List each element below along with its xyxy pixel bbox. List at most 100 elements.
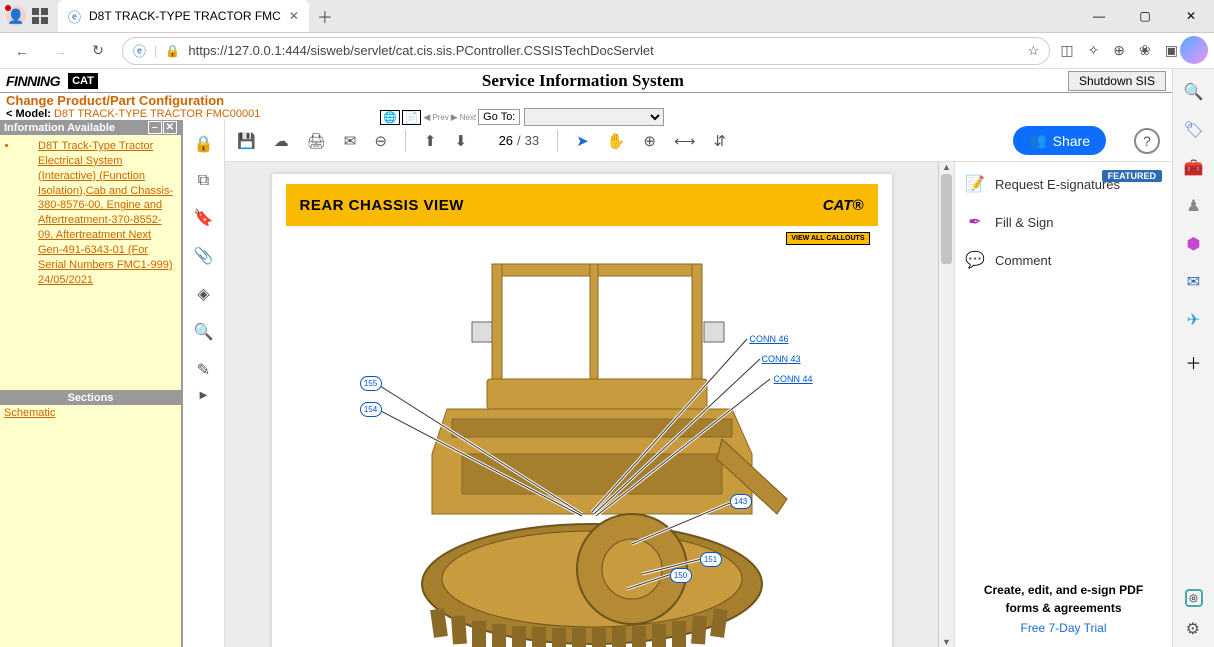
promo-block: Create, edit, and e-sign PDF forms & agr… bbox=[965, 583, 1162, 635]
expand-left-icon[interactable]: ▶ bbox=[200, 390, 208, 401]
attachment-icon[interactable]: 📎 bbox=[194, 246, 214, 266]
doc-icon[interactable]: 📄 bbox=[402, 110, 422, 125]
page-up-icon[interactable]: ⬆ bbox=[424, 132, 437, 150]
tractor-diagram: 155 154 CONN 46 CONN 43 CONN 44 143 151 … bbox=[332, 254, 832, 647]
fill-sign-button[interactable]: ✒ Fill & Sign bbox=[965, 212, 1162, 232]
pointer-icon[interactable]: ➤ bbox=[576, 132, 589, 150]
fit-page-icon[interactable]: ⇵ bbox=[714, 132, 727, 150]
comment-button[interactable]: 💬 Comment bbox=[965, 250, 1162, 270]
prev-arrow-icon[interactable]: ◀ bbox=[423, 112, 430, 123]
telegram-icon[interactable]: ✈ bbox=[1183, 309, 1205, 331]
pdf-left-toolbar: 🔒 ⧉ 🔖 📎 ◈ 🔍 ✎ ▶ bbox=[183, 120, 225, 647]
copilot-icon[interactable] bbox=[1180, 36, 1208, 64]
callout-143[interactable]: 143 bbox=[730, 494, 752, 509]
print-icon[interactable]: 🖨 bbox=[307, 132, 326, 150]
collections-icon[interactable]: ⊕ bbox=[1113, 42, 1125, 59]
callout-154[interactable]: 154 bbox=[360, 402, 382, 417]
callout-151[interactable]: 151 bbox=[700, 552, 722, 567]
panel-collapse-icon[interactable]: – bbox=[148, 121, 162, 134]
ie-icon: ⓔ bbox=[68, 7, 81, 26]
sections-header: Sections bbox=[0, 391, 181, 405]
layers-icon[interactable]: ◈ bbox=[197, 284, 209, 304]
url-text: https://127.0.0.1:444/sisweb/servlet/cat… bbox=[188, 43, 653, 58]
back-button[interactable]: ← bbox=[8, 43, 36, 59]
promo-line2: forms & agreements bbox=[965, 601, 1162, 615]
change-product-link[interactable]: Change Product/Part Configuration bbox=[0, 93, 1172, 108]
next-arrow-icon[interactable]: ▶ bbox=[451, 112, 458, 123]
goto-select[interactable] bbox=[524, 108, 664, 126]
forward-button: → bbox=[46, 43, 74, 59]
sis-header: FINNING CAT Service Information System S… bbox=[0, 69, 1172, 93]
edge-sidebar: 🔍 🏷 🧰 ♟ ⬢ ✉ ✈ ＋ ◎ bbox=[1172, 69, 1214, 647]
pdf-scrollbar[interactable]: ▲ ▼ bbox=[938, 162, 954, 647]
pages-icon[interactable]: ⧉ bbox=[198, 172, 209, 190]
lock-icon[interactable]: 🔒 bbox=[165, 44, 180, 58]
cloud-icon[interactable]: ☁ bbox=[274, 132, 289, 150]
mail-icon[interactable]: ✉ bbox=[344, 132, 357, 150]
pdf-page-area[interactable]: REAR CHASSIS VIEW CAT® VIEW ALL CALLOUTS bbox=[225, 162, 938, 647]
info-document-link[interactable]: D8T Track-Type Tractor Electrical System… bbox=[18, 135, 181, 291]
window-maximize-button[interactable]: ▢ bbox=[1122, 0, 1168, 32]
extensions-icon[interactable]: ❀ bbox=[1139, 42, 1151, 59]
zoom-in-icon[interactable]: ⊕ bbox=[643, 132, 656, 150]
split-screen-icon[interactable]: ◫ bbox=[1060, 42, 1073, 59]
hand-icon[interactable]: ✋ bbox=[607, 132, 626, 150]
scroll-thumb[interactable] bbox=[941, 174, 952, 264]
share-button[interactable]: 👥 Share bbox=[1013, 126, 1106, 155]
free-trial-link[interactable]: Free 7-Day Trial bbox=[965, 621, 1162, 635]
lock-tool-icon[interactable]: 🔒 bbox=[194, 134, 214, 154]
view-all-callouts-button[interactable]: VIEW ALL CALLOUTS bbox=[786, 232, 869, 245]
shutdown-sis-button[interactable]: Shutdown SIS bbox=[1068, 71, 1166, 91]
shopping-tag-icon[interactable]: 🏷 bbox=[1183, 119, 1205, 141]
tab-close-icon[interactable]: ✕ bbox=[289, 9, 299, 23]
browser-tab[interactable]: ⓔ D8T TRACK-TYPE TRACTOR FMC ✕ bbox=[58, 0, 309, 32]
info-available-title: Information Available bbox=[4, 122, 115, 134]
games-icon[interactable]: ♟ bbox=[1183, 195, 1205, 217]
search-sidebar-icon[interactable]: 🔍 bbox=[1183, 81, 1205, 103]
callout-conn43[interactable]: CONN 43 bbox=[762, 354, 801, 364]
add-sidebar-icon[interactable]: ＋ bbox=[1183, 351, 1205, 373]
outlook-icon[interactable]: ✉ bbox=[1183, 271, 1205, 293]
bookmark-icon[interactable]: 🔖 bbox=[194, 208, 214, 228]
pdf-right-panel: FEATURED 📝 Request E-signatures ✒ Fill &… bbox=[954, 162, 1172, 647]
callout-150[interactable]: 150 bbox=[670, 568, 692, 583]
profile-icon[interactable]: 👤 bbox=[6, 6, 26, 26]
comment-icon: 💬 bbox=[965, 250, 985, 270]
window-minimize-button[interactable]: — bbox=[1076, 0, 1122, 32]
fillsign-icon: ✒ bbox=[965, 212, 985, 232]
refresh-button[interactable]: ↻ bbox=[84, 42, 112, 59]
callout-155[interactable]: 155 bbox=[360, 376, 382, 391]
new-tab-button[interactable]: ＋ bbox=[317, 4, 333, 28]
favorite-star-icon[interactable]: ☆ bbox=[1028, 43, 1040, 59]
window-close-button[interactable]: ✕ bbox=[1168, 0, 1214, 32]
zoom-out-icon[interactable]: ⊖ bbox=[374, 132, 387, 150]
workspaces-icon[interactable] bbox=[32, 8, 48, 24]
browser-urlbar: ← → ↻ ⓔ | 🔒 https://127.0.0.1:444/sisweb… bbox=[0, 33, 1214, 69]
page-down-icon[interactable]: ⬇ bbox=[454, 132, 467, 150]
request-esignatures-button[interactable]: FEATURED 📝 Request E-signatures bbox=[965, 174, 1162, 194]
prev-label: Prev bbox=[432, 113, 448, 122]
performance-icon[interactable]: ▣ bbox=[1165, 42, 1178, 59]
page-current-input[interactable] bbox=[485, 133, 513, 148]
sign-tool-icon[interactable]: ✎ bbox=[197, 360, 210, 380]
callout-conn46[interactable]: CONN 46 bbox=[750, 334, 789, 344]
tools-icon[interactable]: 🧰 bbox=[1183, 157, 1205, 179]
comment-label: Comment bbox=[995, 253, 1051, 268]
model-value[interactable]: D8T TRACK-TYPE TRACTOR FMC00001 bbox=[54, 108, 260, 120]
settings-gear-icon[interactable]: ⚙ bbox=[1186, 619, 1200, 639]
scroll-up-icon[interactable]: ▲ bbox=[939, 162, 954, 172]
help-icon[interactable]: ? bbox=[1134, 128, 1160, 154]
save-icon[interactable]: 💾 bbox=[237, 132, 256, 150]
office-icon[interactable]: ⬢ bbox=[1183, 233, 1205, 255]
favorites-icon[interactable]: ✧ bbox=[1088, 42, 1100, 59]
panel-close-icon[interactable]: ✕ bbox=[163, 121, 177, 134]
esign-icon: 📝 bbox=[965, 174, 985, 194]
screenshot-icon[interactable]: ◎ bbox=[1185, 589, 1203, 607]
search-tool-icon[interactable]: 🔍 bbox=[194, 322, 214, 342]
scroll-down-icon[interactable]: ▼ bbox=[939, 637, 954, 647]
fit-width-icon[interactable]: ⟷ bbox=[674, 132, 696, 150]
schematic-link[interactable]: Schematic bbox=[0, 405, 181, 421]
world-icon[interactable]: 🌐 bbox=[380, 110, 400, 125]
callout-conn44[interactable]: CONN 44 bbox=[774, 374, 813, 384]
url-field[interactable]: ⓔ | 🔒 https://127.0.0.1:444/sisweb/servl… bbox=[122, 37, 1050, 65]
